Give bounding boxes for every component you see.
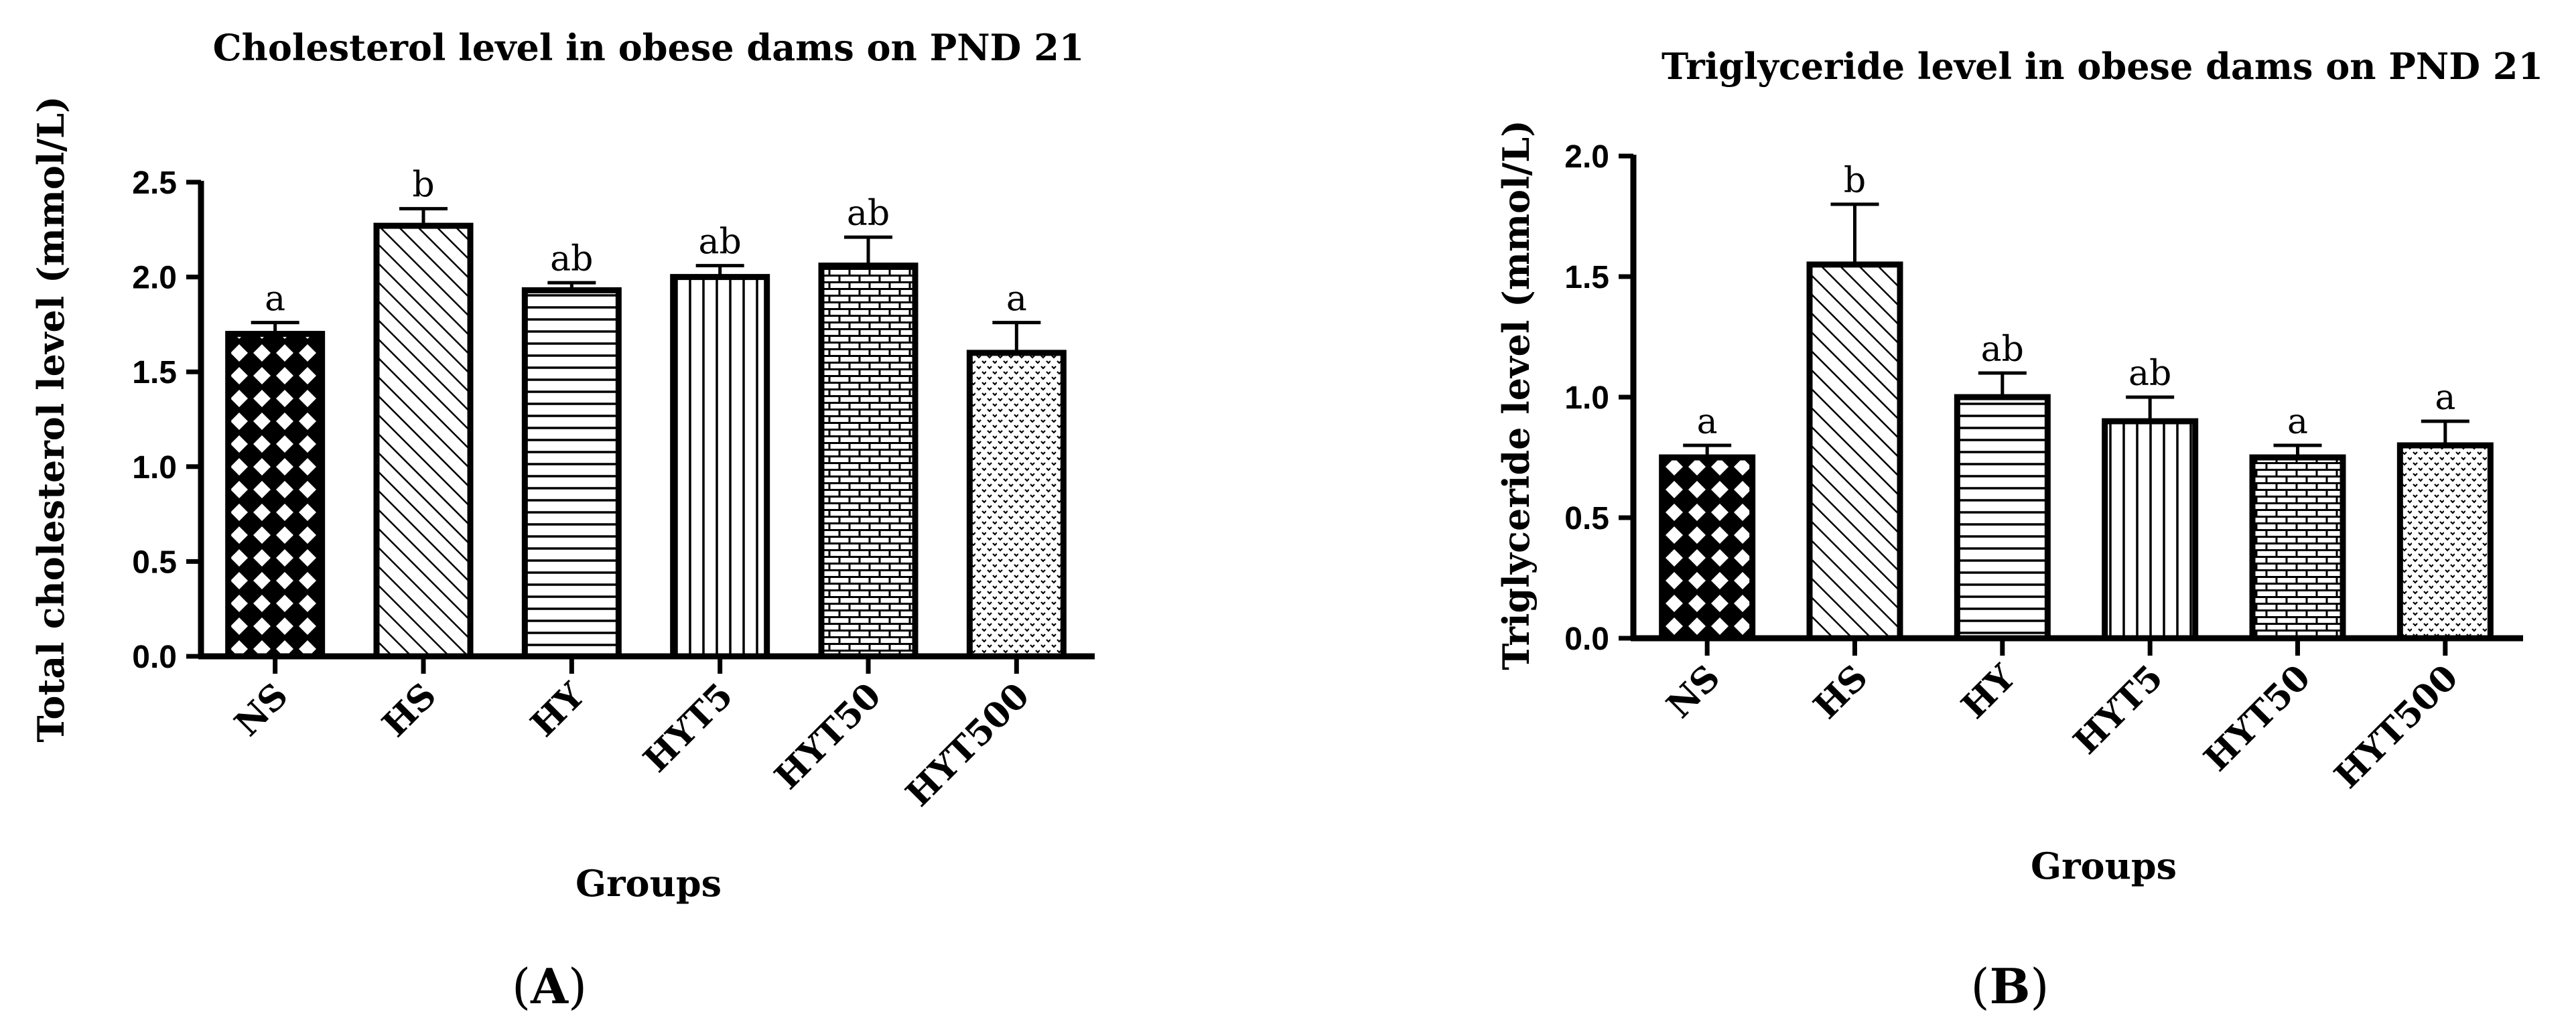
x-tick-label: NS bbox=[227, 675, 296, 744]
panel-label: (A) bbox=[512, 958, 587, 1015]
significance-label: a bbox=[2435, 378, 2455, 418]
bar-HY bbox=[521, 287, 622, 660]
significance-label: ab bbox=[2128, 354, 2171, 394]
chart-title: Cholesterol level in obese dams on PND 2… bbox=[213, 26, 1085, 69]
significance-label: a bbox=[1006, 279, 1027, 319]
y-tick-label: 0.0 bbox=[132, 640, 177, 675]
panel-label-close: ) bbox=[2030, 958, 2049, 1015]
x-tick-label: HS bbox=[375, 675, 444, 745]
y-tick-label: 1.0 bbox=[1564, 380, 1609, 416]
bar-HY bbox=[1954, 394, 2051, 642]
x-tick-label: HYT500 bbox=[2327, 657, 2466, 796]
x-tick-label: HY bbox=[1954, 656, 2024, 727]
y-tick-label: 2.0 bbox=[132, 261, 177, 296]
significance-label: ab bbox=[847, 194, 890, 234]
y-tick-label: 1.0 bbox=[132, 450, 177, 486]
panel-label-letter: B bbox=[1990, 958, 2031, 1015]
bar-NS bbox=[225, 331, 326, 660]
chart-title: Triglyceride level in obese dams on PND … bbox=[1662, 45, 2543, 88]
bar-HYT50 bbox=[818, 263, 919, 660]
bar-HYT50 bbox=[2249, 454, 2346, 642]
significance-label: b bbox=[1844, 161, 1866, 201]
x-axis-title: Groups bbox=[2031, 845, 2177, 887]
significance-label: a bbox=[265, 279, 285, 319]
x-tick-label: HYT500 bbox=[898, 675, 1037, 814]
bar-NS bbox=[1659, 454, 1756, 642]
panel-label-open: ( bbox=[1970, 958, 1989, 1015]
y-tick-label: 1.5 bbox=[1564, 260, 1609, 295]
panel-label: (B) bbox=[1970, 958, 2049, 1015]
y-axis-title: Total cholesterol level (mmol/L) bbox=[29, 96, 72, 742]
significance-label: ab bbox=[1981, 329, 2024, 370]
x-tick-label: HY bbox=[523, 674, 593, 745]
y-tick-label: 0.5 bbox=[1564, 501, 1609, 536]
significance-label: b bbox=[412, 165, 434, 206]
y-tick-label: 2.0 bbox=[1564, 139, 1609, 175]
significance-label: a bbox=[2287, 402, 2308, 442]
chart-A: Cholesterol level in obese dams on PND 2… bbox=[29, 26, 1095, 1015]
x-tick-label: HS bbox=[1806, 657, 1875, 727]
chart-B: Triglyceride level in obese dams on PND … bbox=[1495, 45, 2543, 1015]
y-tick-label: 2.5 bbox=[132, 165, 177, 201]
y-tick-label: 1.5 bbox=[132, 355, 177, 390]
y-axis-title: Triglyceride level (mmol/L) bbox=[1495, 120, 1538, 670]
y-tick-label: 0.5 bbox=[132, 544, 177, 580]
bar-HS bbox=[373, 222, 474, 660]
y-tick-label: 0.0 bbox=[1564, 621, 1609, 657]
panel-label-close: ) bbox=[568, 958, 587, 1015]
x-tick-label: NS bbox=[1659, 657, 1728, 726]
panel-label-letter: A bbox=[530, 958, 569, 1015]
significance-label: ab bbox=[550, 239, 593, 279]
bar-HYT5 bbox=[2102, 418, 2199, 642]
x-tick-label: HYT50 bbox=[2196, 657, 2319, 780]
bar-HYT5 bbox=[670, 274, 770, 660]
x-tick-label: HYT5 bbox=[2065, 657, 2171, 762]
x-tick-label: HYT5 bbox=[636, 675, 741, 780]
x-axis-title: Groups bbox=[575, 862, 722, 905]
bar-HYT500 bbox=[966, 350, 1067, 660]
bar-HYT500 bbox=[2396, 442, 2494, 642]
bar-HS bbox=[1806, 261, 1903, 642]
significance-label: ab bbox=[699, 222, 742, 263]
significance-label: a bbox=[1697, 402, 1718, 442]
panel-label-open: ( bbox=[512, 958, 531, 1015]
x-tick-label: HYT50 bbox=[767, 675, 890, 798]
